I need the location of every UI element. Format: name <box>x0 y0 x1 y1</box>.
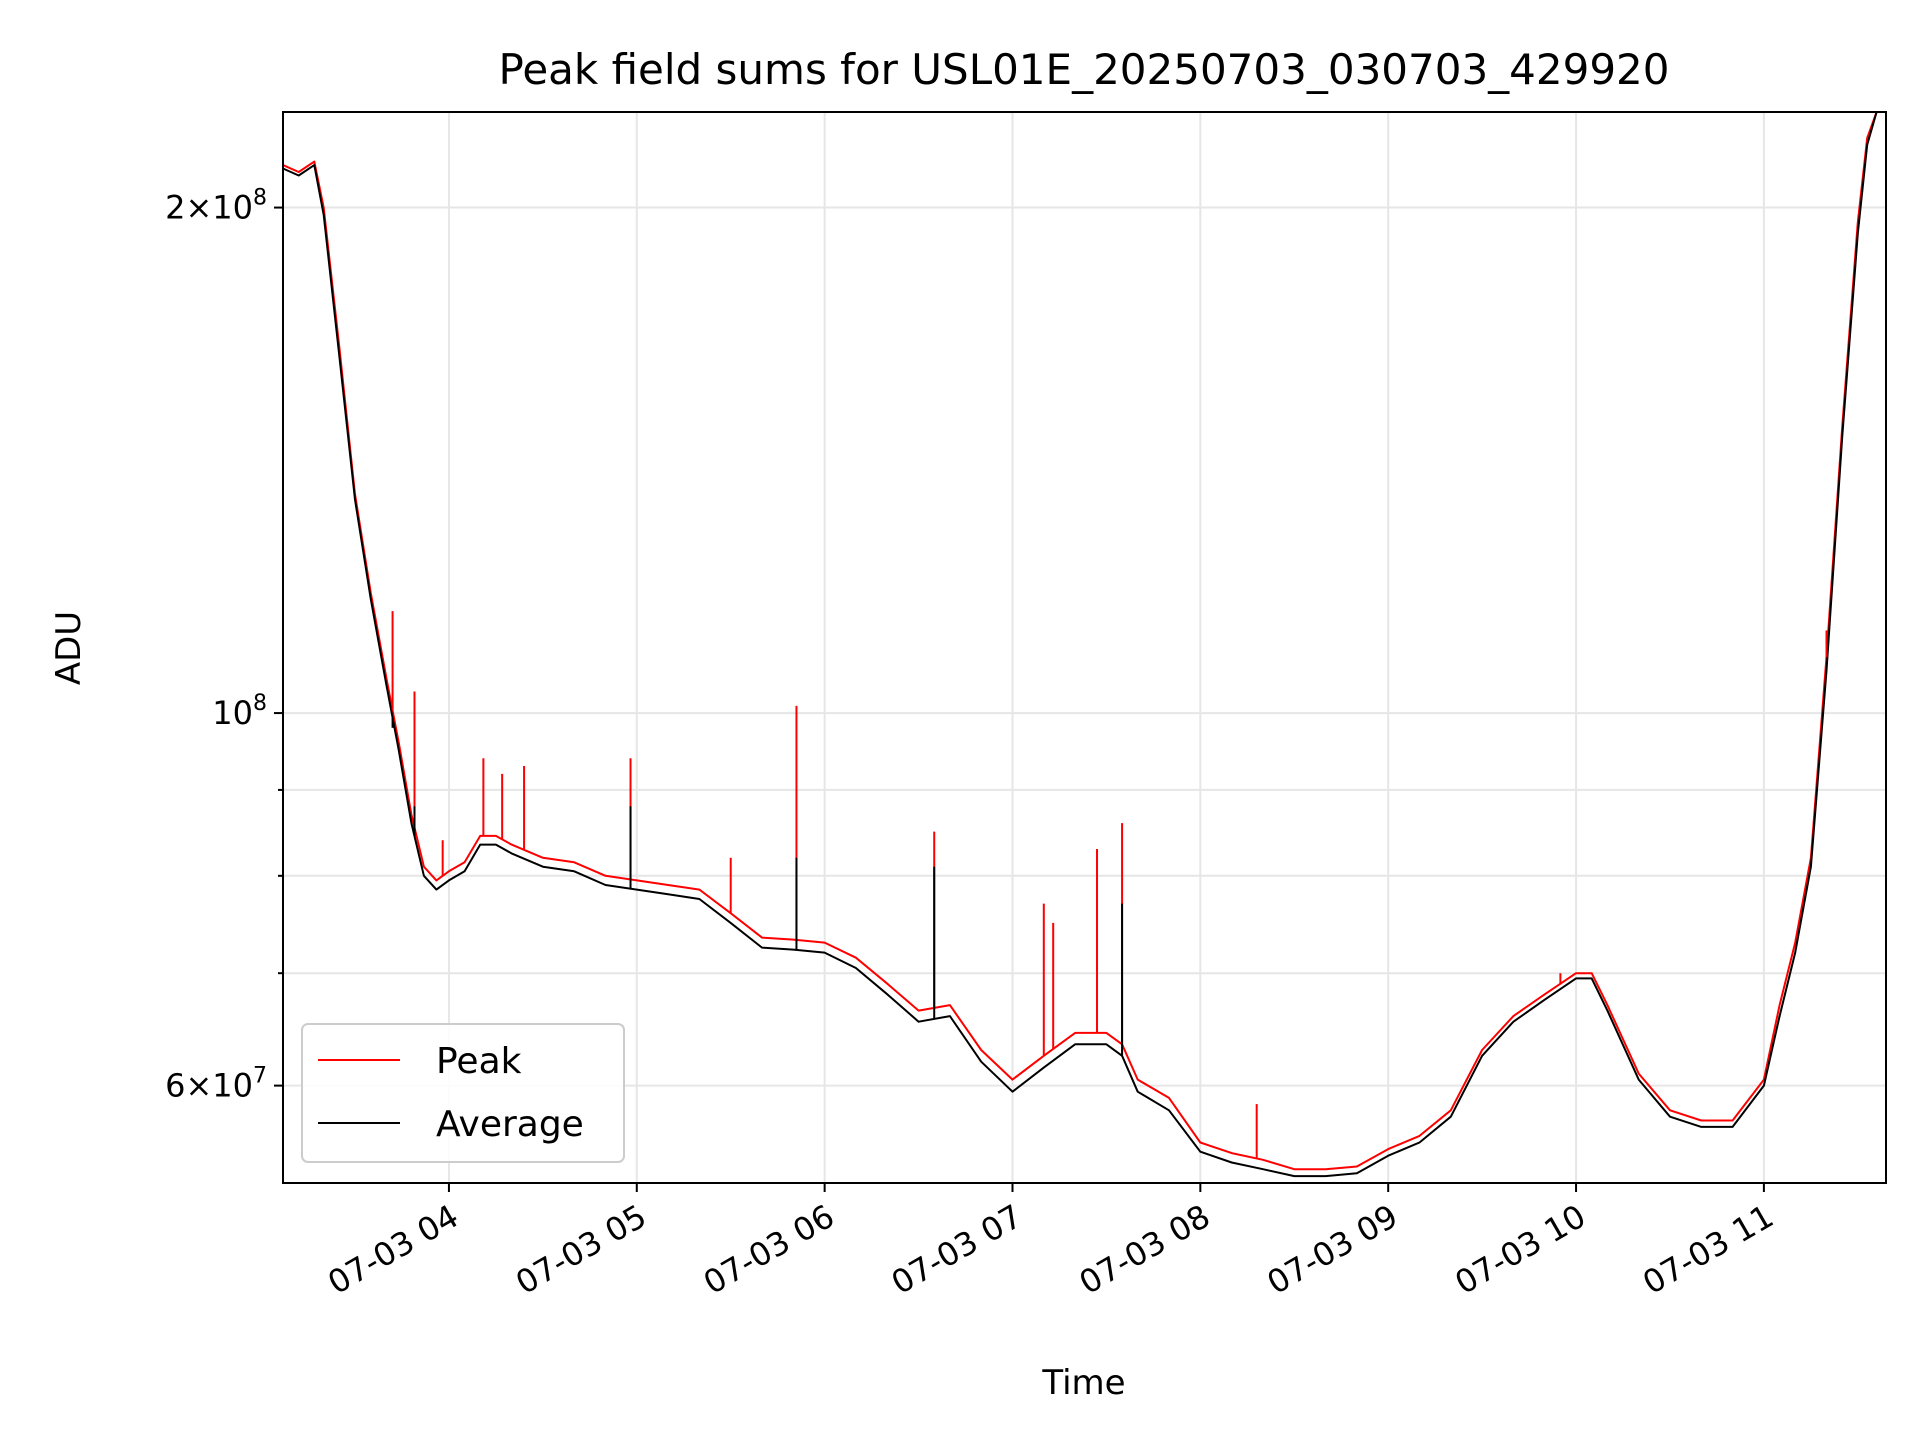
chart-title: Peak field sums for USL01E_20250703_0307… <box>498 45 1669 94</box>
x-tick-label: 07-03 08 <box>1073 1197 1217 1302</box>
legend-label-average: Average <box>436 1104 584 1145</box>
x-axis-label: Time <box>1041 1363 1125 1403</box>
legend: Peak Average <box>301 1023 625 1163</box>
series-line-peak <box>282 111 1886 1171</box>
legend-label-peak: Peak <box>436 1041 522 1082</box>
x-tick-label: 07-03 06 <box>697 1197 841 1302</box>
x-tick-label: 07-03 11 <box>1636 1197 1780 1302</box>
x-tick-label: 07-03 09 <box>1261 1197 1405 1302</box>
x-tick-label: 07-03 04 <box>321 1197 465 1302</box>
series-line-average <box>282 111 1886 1178</box>
legend-box <box>301 1023 625 1163</box>
y-tick-label: 2×108 <box>165 186 267 227</box>
y-ticks: 6×107 108 2×108 <box>165 186 283 1105</box>
x-tick-label: 07-03 05 <box>509 1197 653 1302</box>
y-axis-label: ADU <box>49 611 89 685</box>
x-tick-label: 07-03 07 <box>885 1197 1029 1302</box>
y-tick-label: 6×107 <box>165 1064 267 1105</box>
y-tick-label: 108 <box>212 691 267 732</box>
grid <box>283 112 1886 1183</box>
plot-frame <box>282 111 1887 1184</box>
x-ticks: 07-03 04 07-03 05 07-03 06 07-03 07 07-03 08… <box>321 1183 1780 1302</box>
series-layer <box>282 111 1886 1178</box>
x-tick-label: 07-03 10 <box>1448 1197 1592 1302</box>
